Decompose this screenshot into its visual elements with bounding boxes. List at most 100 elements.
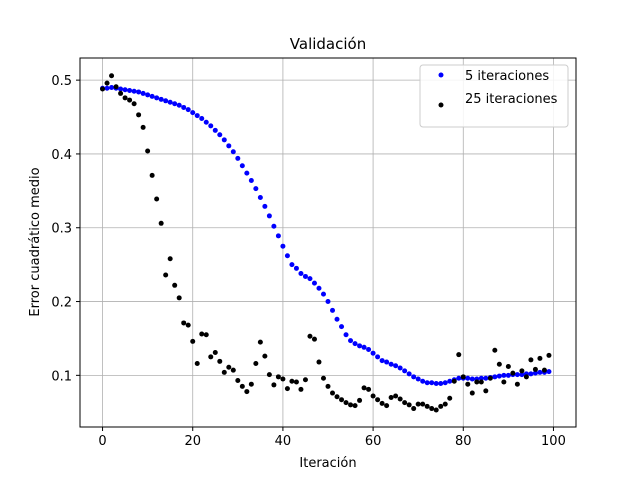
legend-marker-series-1 — [438, 72, 444, 78]
data-point — [447, 395, 453, 401]
data-point — [118, 86, 124, 92]
data-point — [501, 372, 507, 378]
data-point — [181, 104, 187, 110]
data-point — [194, 361, 200, 367]
data-point — [406, 371, 412, 377]
data-point — [465, 375, 471, 381]
data-point — [541, 367, 547, 373]
data-point — [451, 378, 457, 384]
data-point — [442, 401, 448, 407]
data-point — [230, 367, 236, 373]
data-point — [226, 364, 232, 370]
y-tick-label: 0.1 — [51, 369, 72, 384]
data-point — [194, 113, 200, 119]
data-point — [397, 365, 403, 371]
data-point — [298, 386, 304, 392]
data-point — [208, 123, 214, 129]
data-point — [104, 80, 110, 86]
data-point — [510, 370, 516, 376]
data-point — [190, 338, 196, 344]
data-point — [523, 374, 529, 380]
x-tick-label: 40 — [275, 434, 292, 449]
data-point — [212, 349, 218, 355]
data-point — [505, 372, 511, 378]
data-point — [433, 380, 439, 386]
data-point — [343, 400, 349, 406]
data-point — [320, 291, 326, 297]
data-point — [262, 353, 268, 359]
data-point — [131, 101, 137, 107]
data-point — [424, 403, 430, 409]
data-point — [348, 402, 354, 408]
data-point — [456, 352, 462, 358]
data-point — [429, 380, 435, 386]
data-point — [172, 101, 178, 107]
data-point — [122, 87, 128, 93]
data-point — [185, 322, 191, 328]
data-point — [393, 393, 399, 399]
x-tick-label: 20 — [184, 434, 201, 449]
x-tick-label: 80 — [455, 434, 472, 449]
data-point — [154, 196, 160, 202]
data-point — [447, 378, 453, 384]
data-point — [519, 368, 525, 374]
data-point — [496, 373, 502, 379]
data-point — [302, 377, 308, 383]
data-point — [361, 344, 367, 350]
data-point — [388, 394, 394, 400]
data-point — [244, 170, 250, 176]
data-point — [280, 376, 286, 382]
data-point — [456, 375, 462, 381]
data-point — [244, 389, 250, 395]
data-point — [402, 400, 408, 406]
data-point — [230, 149, 236, 155]
data-point — [127, 87, 133, 93]
data-point — [474, 379, 480, 385]
data-point — [384, 359, 390, 365]
legend-marker-series-2 — [438, 102, 444, 108]
data-point — [546, 369, 552, 375]
data-point — [127, 97, 133, 103]
data-point — [379, 358, 385, 364]
data-point — [429, 406, 435, 412]
data-point — [528, 371, 534, 377]
data-point — [546, 352, 552, 358]
data-point — [266, 372, 272, 378]
data-point — [496, 361, 502, 367]
data-point — [528, 357, 534, 363]
data-point — [104, 85, 110, 91]
axis-ticks: 0 20 40 60 80 100 0.1 0.2 0.3 0.4 0.5 — [51, 74, 566, 449]
data-point — [339, 397, 345, 403]
data-point — [478, 375, 484, 381]
data-point — [316, 285, 322, 291]
data-point — [262, 203, 268, 209]
data-point — [325, 383, 331, 389]
y-tick-label: 0.3 — [51, 222, 72, 237]
data-point — [154, 95, 160, 101]
data-point — [199, 331, 205, 337]
data-point — [208, 354, 214, 360]
data-point — [311, 280, 317, 286]
data-point — [221, 137, 227, 143]
data-point — [248, 178, 254, 184]
data-point — [266, 213, 272, 219]
data-point — [284, 386, 290, 392]
data-point — [420, 378, 426, 384]
data-point — [203, 332, 209, 338]
data-point — [492, 347, 498, 353]
legend-label-series-2: 25 iteraciones — [465, 92, 558, 107]
data-point — [140, 124, 146, 130]
x-tick-label: 100 — [541, 434, 566, 449]
data-point — [275, 233, 281, 239]
data-point — [311, 336, 317, 342]
data-point — [357, 397, 363, 403]
data-point — [316, 359, 322, 365]
data-point — [217, 358, 223, 364]
data-point — [330, 307, 336, 313]
x-tick-label: 60 — [365, 434, 382, 449]
data-point — [113, 84, 119, 90]
data-point — [393, 363, 399, 369]
data-point — [217, 132, 223, 138]
data-point — [411, 374, 417, 380]
